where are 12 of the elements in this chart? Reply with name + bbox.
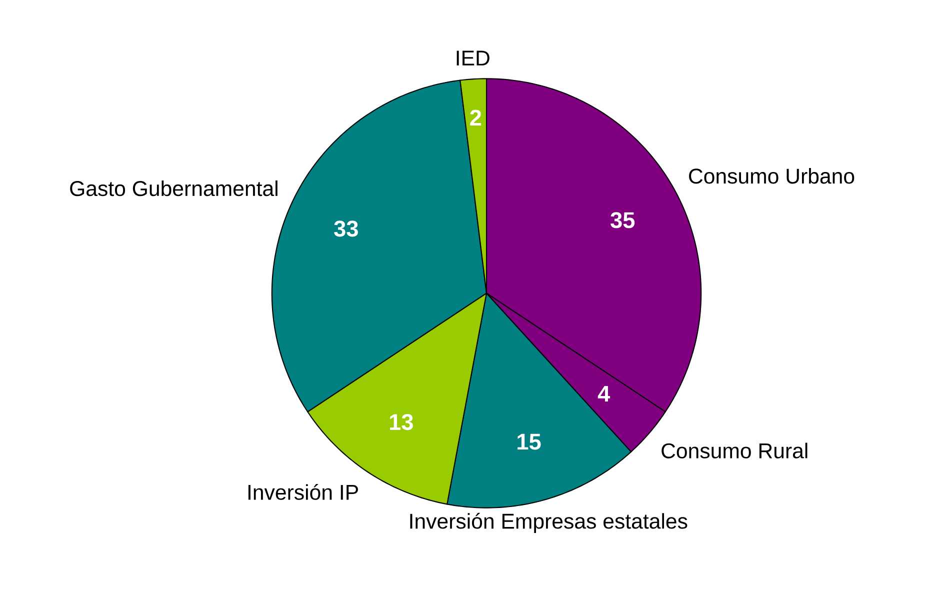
- data-label: 15: [518, 434, 541, 450]
- data-label: 35: [610, 212, 635, 228]
- data-label: 33: [334, 220, 358, 237]
- slice-label: Inversión Empresas estatales: [410, 512, 688, 534]
- data-label: 2: [470, 110, 482, 126]
- slice-label: Gasto Gubernamental: [70, 180, 278, 196]
- slice-label: Consumo Urbano: [689, 168, 854, 184]
- data-label: 13: [390, 414, 413, 430]
- slice-label: Inversión IP: [248, 484, 358, 500]
- slice-label: IED: [456, 50, 490, 66]
- data-label: 4: [598, 386, 610, 402]
- slice-label: Consumo Rural: [662, 442, 808, 459]
